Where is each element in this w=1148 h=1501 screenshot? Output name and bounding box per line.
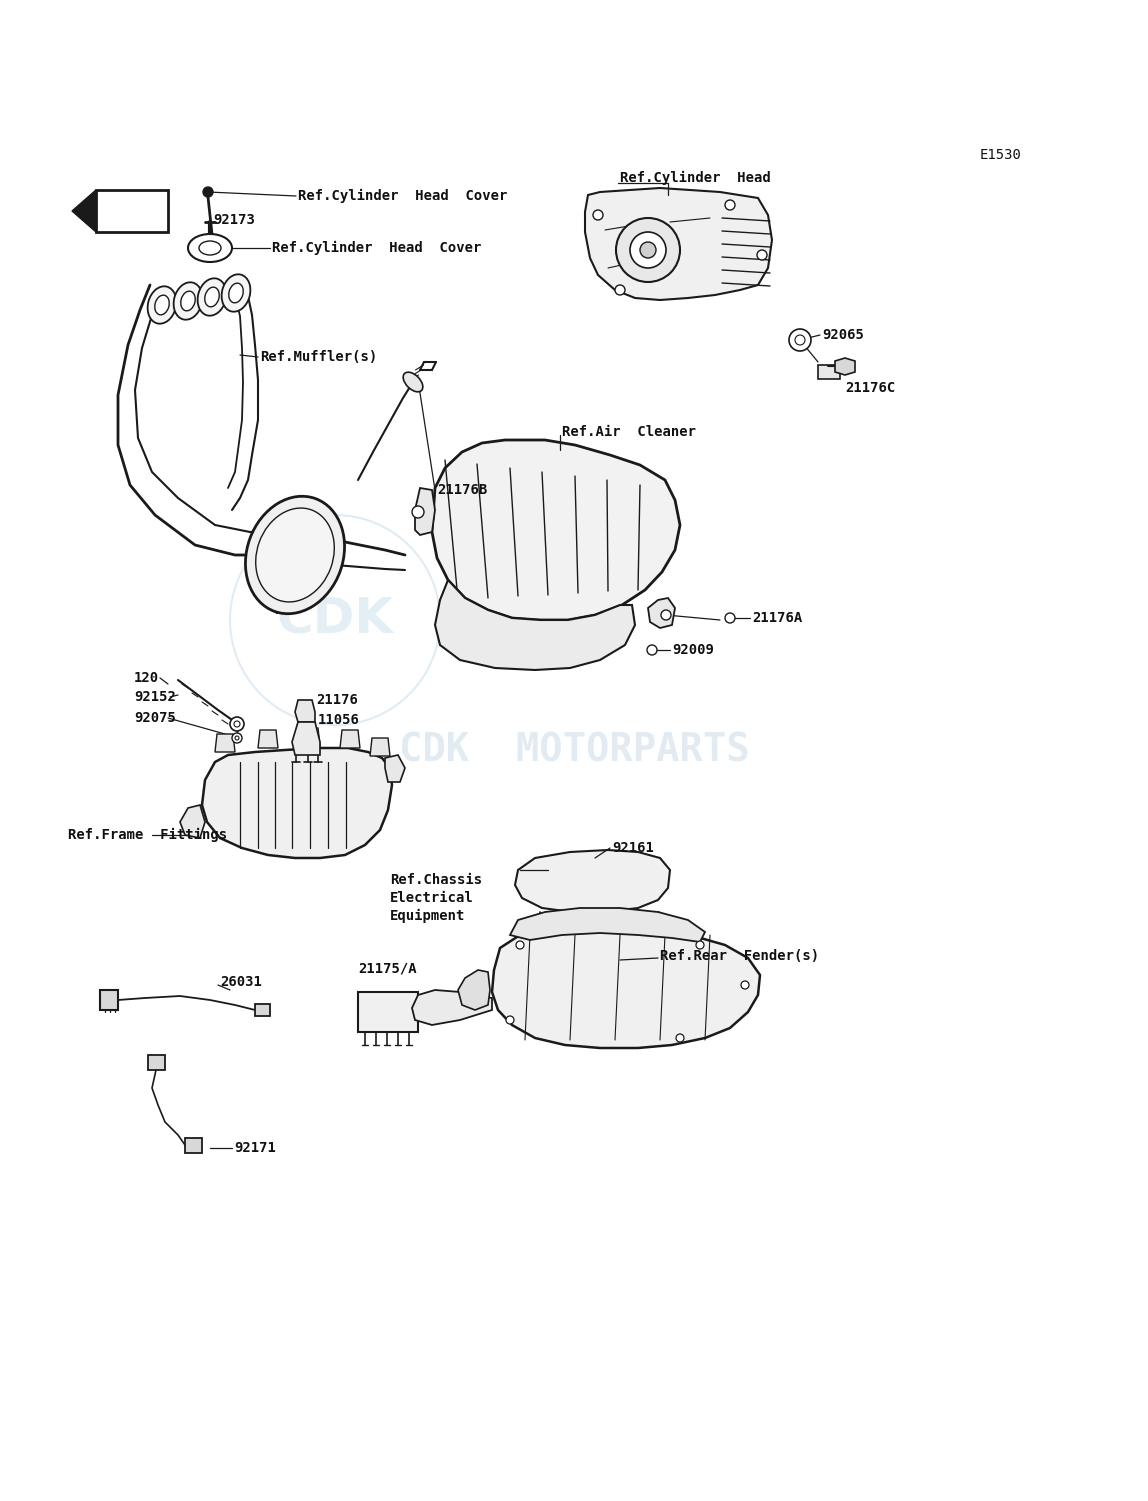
Ellipse shape <box>197 278 226 315</box>
Ellipse shape <box>199 242 222 255</box>
Polygon shape <box>515 850 670 913</box>
Polygon shape <box>255 1004 270 1016</box>
Polygon shape <box>300 728 320 746</box>
Circle shape <box>757 251 767 260</box>
Text: 92161: 92161 <box>612 841 654 856</box>
Text: 21176B: 21176B <box>437 483 487 497</box>
Polygon shape <box>435 579 635 669</box>
Text: 92009: 92009 <box>672 642 714 657</box>
Circle shape <box>630 233 666 269</box>
Bar <box>358 992 418 1033</box>
Circle shape <box>412 506 424 518</box>
Circle shape <box>594 210 603 221</box>
Circle shape <box>234 720 240 726</box>
Text: 92152: 92152 <box>134 690 176 704</box>
Ellipse shape <box>188 234 232 263</box>
Polygon shape <box>202 747 391 859</box>
Circle shape <box>230 717 245 731</box>
Polygon shape <box>258 729 278 747</box>
Circle shape <box>726 612 735 623</box>
Polygon shape <box>414 488 435 534</box>
Polygon shape <box>295 699 315 722</box>
Circle shape <box>203 188 214 197</box>
Text: 21176A: 21176A <box>752 611 802 624</box>
Text: Electrical: Electrical <box>390 892 474 905</box>
Text: 92075: 92075 <box>134 711 176 725</box>
Text: CDK: CDK <box>277 596 394 644</box>
Circle shape <box>639 242 656 258</box>
Text: 21175/A: 21175/A <box>358 961 417 976</box>
Circle shape <box>235 735 239 740</box>
Text: Ref.Rear  Fender(s): Ref.Rear Fender(s) <box>660 949 820 964</box>
Circle shape <box>506 1016 514 1024</box>
Circle shape <box>696 941 704 949</box>
Polygon shape <box>370 738 390 757</box>
Text: Ref.Muffler(s): Ref.Muffler(s) <box>259 350 378 365</box>
Circle shape <box>676 1034 684 1042</box>
Polygon shape <box>585 188 771 300</box>
Polygon shape <box>215 734 235 752</box>
Ellipse shape <box>256 507 334 602</box>
Text: 92065: 92065 <box>822 329 864 342</box>
Polygon shape <box>72 191 96 233</box>
Circle shape <box>615 285 625 296</box>
Ellipse shape <box>246 497 344 614</box>
Circle shape <box>661 609 670 620</box>
Text: 21176C: 21176C <box>845 381 895 395</box>
Polygon shape <box>835 359 855 375</box>
Polygon shape <box>492 925 760 1048</box>
Polygon shape <box>96 191 168 233</box>
Text: 120: 120 <box>134 671 160 684</box>
Polygon shape <box>432 440 680 620</box>
Ellipse shape <box>173 282 202 320</box>
Text: Ref.Cylinder  Head  Cover: Ref.Cylinder Head Cover <box>272 242 481 255</box>
Polygon shape <box>458 970 490 1010</box>
Polygon shape <box>148 1055 165 1070</box>
Text: Ref.Cylinder  Head  Cover: Ref.Cylinder Head Cover <box>298 189 507 203</box>
Ellipse shape <box>204 287 219 306</box>
Polygon shape <box>510 908 705 943</box>
Text: 92173: 92173 <box>214 213 255 227</box>
Ellipse shape <box>228 284 243 303</box>
Text: Ref.Frame  Fittings: Ref.Frame Fittings <box>68 829 227 842</box>
Ellipse shape <box>155 296 169 315</box>
Circle shape <box>647 645 657 654</box>
Text: Ref.Cylinder  Head: Ref.Cylinder Head <box>620 171 770 185</box>
Text: 26031: 26031 <box>220 976 262 989</box>
Ellipse shape <box>148 287 177 324</box>
Bar <box>819 365 840 378</box>
Polygon shape <box>185 1138 202 1153</box>
Polygon shape <box>340 729 360 747</box>
Text: 21176: 21176 <box>316 693 358 707</box>
Circle shape <box>232 732 242 743</box>
Text: Ref.Chassis: Ref.Chassis <box>390 874 482 887</box>
Ellipse shape <box>403 372 422 392</box>
Circle shape <box>616 218 680 282</box>
Text: 11056: 11056 <box>318 713 359 726</box>
Text: E1530: E1530 <box>980 149 1022 162</box>
Polygon shape <box>647 597 675 627</box>
Polygon shape <box>180 805 205 838</box>
Ellipse shape <box>222 275 250 312</box>
Polygon shape <box>385 755 405 782</box>
Text: Equipment: Equipment <box>390 910 465 923</box>
Text: FRONT: FRONT <box>132 204 170 218</box>
Circle shape <box>515 941 523 949</box>
Ellipse shape <box>180 291 195 311</box>
Circle shape <box>796 335 805 345</box>
Text: Ref.Air  Cleaner: Ref.Air Cleaner <box>563 425 696 438</box>
Text: 92171: 92171 <box>234 1141 276 1154</box>
Polygon shape <box>292 722 320 755</box>
Polygon shape <box>100 991 118 1010</box>
Circle shape <box>726 200 735 210</box>
Circle shape <box>789 329 810 351</box>
Circle shape <box>740 982 748 989</box>
Text: CDK  MOTORPARTS: CDK MOTORPARTS <box>398 731 750 769</box>
Polygon shape <box>412 991 492 1025</box>
